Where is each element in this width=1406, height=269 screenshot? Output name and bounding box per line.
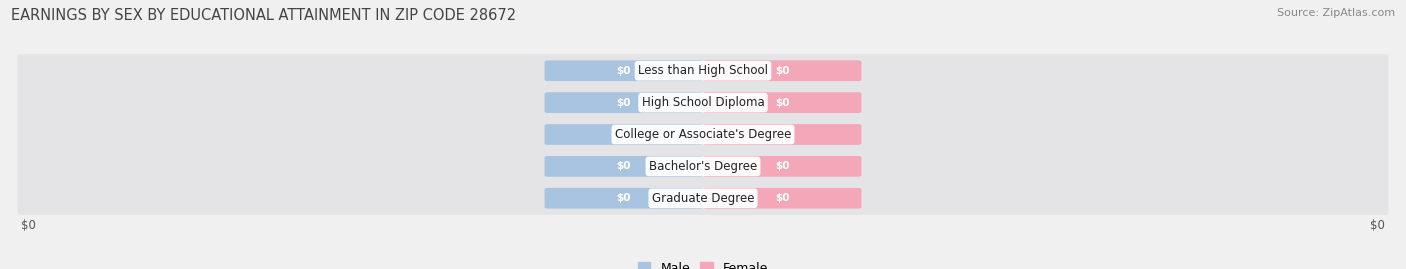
FancyBboxPatch shape bbox=[703, 188, 862, 209]
FancyBboxPatch shape bbox=[544, 92, 703, 113]
Text: Source: ZipAtlas.com: Source: ZipAtlas.com bbox=[1277, 8, 1395, 18]
Text: $0: $0 bbox=[775, 129, 790, 140]
Text: $0: $0 bbox=[616, 161, 631, 171]
FancyBboxPatch shape bbox=[17, 54, 1389, 87]
Text: EARNINGS BY SEX BY EDUCATIONAL ATTAINMENT IN ZIP CODE 28672: EARNINGS BY SEX BY EDUCATIONAL ATTAINMEN… bbox=[11, 8, 516, 23]
Text: Bachelor's Degree: Bachelor's Degree bbox=[650, 160, 756, 173]
FancyBboxPatch shape bbox=[703, 92, 862, 113]
Text: Graduate Degree: Graduate Degree bbox=[652, 192, 754, 205]
FancyBboxPatch shape bbox=[544, 188, 703, 209]
Text: $0: $0 bbox=[775, 193, 790, 203]
Text: $0: $0 bbox=[616, 129, 631, 140]
FancyBboxPatch shape bbox=[544, 60, 703, 81]
Text: $0: $0 bbox=[1371, 219, 1385, 232]
FancyBboxPatch shape bbox=[703, 60, 862, 81]
FancyBboxPatch shape bbox=[17, 118, 1389, 151]
Text: $0: $0 bbox=[775, 66, 790, 76]
Text: $0: $0 bbox=[616, 98, 631, 108]
Text: $0: $0 bbox=[775, 161, 790, 171]
FancyBboxPatch shape bbox=[17, 86, 1389, 119]
Text: High School Diploma: High School Diploma bbox=[641, 96, 765, 109]
FancyBboxPatch shape bbox=[17, 150, 1389, 183]
Legend: Male, Female: Male, Female bbox=[633, 257, 773, 269]
FancyBboxPatch shape bbox=[17, 182, 1389, 215]
Text: Less than High School: Less than High School bbox=[638, 64, 768, 77]
Text: $0: $0 bbox=[616, 66, 631, 76]
FancyBboxPatch shape bbox=[544, 124, 703, 145]
FancyBboxPatch shape bbox=[544, 156, 703, 177]
Text: $0: $0 bbox=[616, 193, 631, 203]
Text: College or Associate's Degree: College or Associate's Degree bbox=[614, 128, 792, 141]
FancyBboxPatch shape bbox=[703, 156, 862, 177]
FancyBboxPatch shape bbox=[703, 124, 862, 145]
Text: $0: $0 bbox=[21, 219, 35, 232]
Text: $0: $0 bbox=[775, 98, 790, 108]
